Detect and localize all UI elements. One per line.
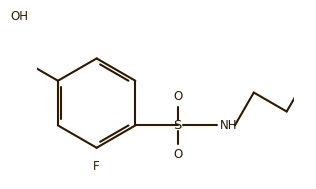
Text: S: S [173,119,182,132]
Text: OH: OH [10,10,28,23]
Text: O: O [173,148,182,161]
Text: NH: NH [220,119,238,132]
Text: F: F [93,160,100,173]
Text: O: O [173,90,182,103]
